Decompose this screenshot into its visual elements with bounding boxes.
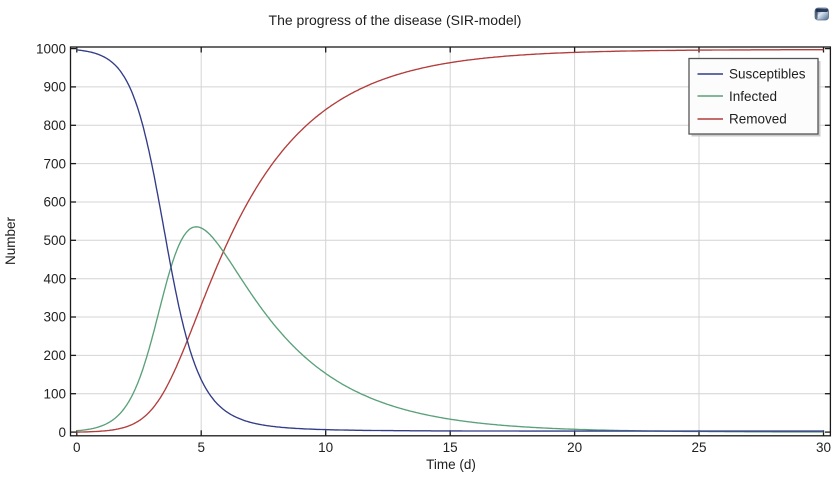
svg-text:700: 700	[43, 156, 66, 171]
svg-text:Susceptibles: Susceptibles	[729, 67, 806, 82]
svg-text:Number: Number	[3, 216, 18, 265]
svg-text:400: 400	[43, 271, 66, 286]
svg-text:600: 600	[43, 195, 66, 210]
svg-text:10: 10	[318, 440, 333, 455]
svg-text:The progress of the disease (S: The progress of the disease (SIR-model)	[269, 12, 522, 28]
svg-text:Removed: Removed	[729, 112, 787, 127]
svg-text:0: 0	[58, 425, 66, 440]
svg-text:Infected: Infected	[729, 89, 777, 104]
svg-text:5: 5	[197, 440, 205, 455]
svg-text:300: 300	[43, 310, 66, 325]
svg-text:1000: 1000	[36, 41, 66, 56]
svg-text:800: 800	[43, 118, 66, 133]
svg-text:200: 200	[43, 348, 66, 363]
svg-text:0: 0	[73, 440, 81, 455]
svg-text:Time (d): Time (d)	[426, 457, 476, 472]
svg-text:15: 15	[443, 440, 458, 455]
svg-text:20: 20	[567, 440, 582, 455]
svg-text:30: 30	[816, 440, 831, 455]
svg-text:900: 900	[43, 80, 66, 95]
svg-text:100: 100	[43, 386, 66, 401]
svg-text:500: 500	[43, 233, 66, 248]
svg-text:25: 25	[691, 440, 706, 455]
